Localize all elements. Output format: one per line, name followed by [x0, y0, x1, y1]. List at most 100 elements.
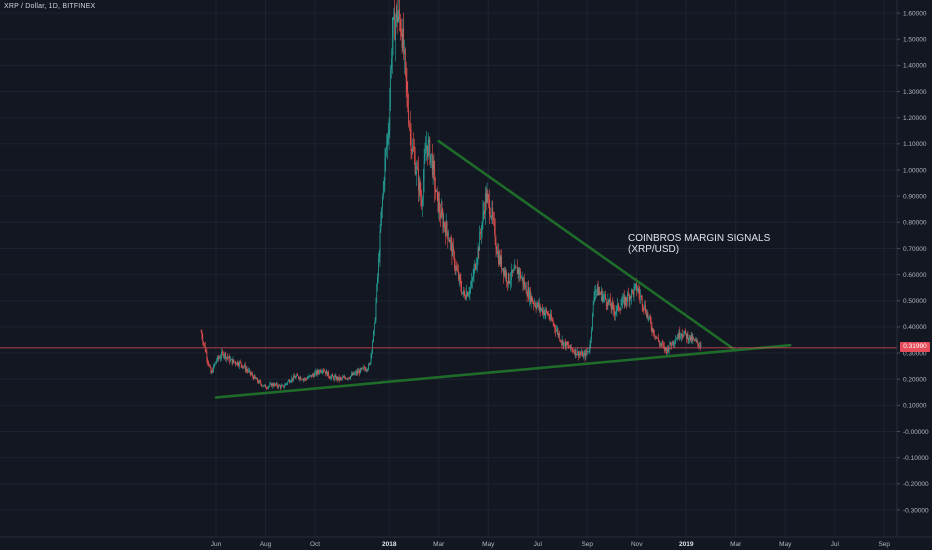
candle-body [354, 373, 356, 375]
candle-body [671, 344, 672, 346]
candle-body [449, 239, 451, 243]
candle-body [386, 146, 387, 151]
candle-body [485, 193, 486, 214]
candle-body [393, 11, 395, 18]
candle-body [216, 360, 218, 362]
y-tick-label: 1.50000 [903, 37, 927, 44]
y-axis-panel [897, 0, 932, 550]
candle-body [531, 296, 533, 302]
candle-body [217, 356, 219, 359]
candle-body [558, 334, 560, 336]
candle-body [422, 198, 423, 206]
candle-body [344, 376, 346, 378]
candle-body [651, 327, 653, 332]
candle-body [570, 344, 572, 349]
candle-body [645, 312, 647, 317]
candle-body [535, 306, 537, 309]
candle-body [524, 281, 525, 288]
candle-body [410, 129, 412, 151]
candle-body [480, 232, 482, 234]
candle-body [338, 376, 339, 380]
candle-body [477, 247, 479, 261]
candle-body [233, 359, 235, 362]
candle-body [403, 27, 405, 55]
candle-body [420, 193, 422, 200]
candle-body [542, 308, 543, 314]
candle-body [271, 383, 272, 387]
candle-body [334, 375, 336, 377]
candle-body [324, 371, 326, 374]
candle-body [451, 241, 453, 257]
candle-body [266, 388, 268, 389]
candle-body [375, 301, 377, 320]
y-tick-label: 0.30000 [903, 350, 927, 357]
candle-body [256, 378, 258, 380]
candle-body [440, 213, 441, 219]
candle-body [586, 351, 588, 353]
candle-body [602, 296, 604, 301]
candle-body [621, 303, 623, 306]
x-tick-label: Sep [581, 541, 593, 548]
candle-body [627, 293, 629, 296]
candle-body [548, 314, 550, 318]
candle-body [306, 378, 308, 380]
candle-body [297, 374, 298, 376]
candle-body [293, 375, 294, 380]
candle-body [501, 256, 503, 270]
candle-body [284, 384, 286, 386]
candle-body [333, 376, 334, 380]
candle-body [437, 191, 439, 212]
candle-body [297, 375, 299, 378]
candle-body [468, 293, 470, 295]
candle-body [201, 332, 203, 338]
candle-body [246, 369, 248, 371]
candle-body [507, 281, 508, 284]
candle-body [498, 255, 500, 264]
candle-body [530, 296, 532, 302]
candle-body [515, 266, 516, 268]
y-tick-label: 0.90000 [903, 193, 927, 200]
candle-body [534, 303, 536, 307]
candle-body [633, 287, 635, 296]
candle-body [686, 333, 688, 339]
candle-body [534, 303, 535, 305]
candle-body [237, 361, 239, 366]
candle-body [369, 362, 371, 365]
candle-body [469, 288, 471, 294]
candle-body [522, 277, 524, 285]
candle-body [275, 383, 277, 385]
candle-body [494, 225, 496, 243]
candle-body [672, 341, 673, 346]
candle-body [679, 331, 681, 338]
y-tick-label: 1.00000 [903, 167, 927, 174]
candle-body [536, 304, 538, 309]
candle-body [521, 277, 523, 279]
candle-body [326, 370, 328, 376]
candle-body [673, 342, 675, 344]
symbol-header: XRP / Dollar, 1D, BITFINEX [4, 3, 96, 10]
candle-body [313, 375, 315, 377]
candle-body [395, 20, 396, 41]
candle-body [632, 289, 633, 291]
candle-body [394, 11, 396, 41]
candle-body [454, 266, 456, 269]
candle-body [353, 372, 355, 375]
candle-body [392, 17, 394, 38]
candle-body [209, 365, 211, 368]
grid-layer [0, 0, 897, 537]
candle-body [231, 359, 233, 364]
candle-body [261, 384, 262, 386]
candle-body [546, 309, 547, 312]
candle-body [447, 231, 449, 240]
candle-body [287, 381, 289, 384]
candle-body [529, 289, 530, 300]
candle-body [259, 380, 261, 382]
candle-body [467, 294, 469, 297]
candle-body [581, 351, 583, 355]
candle-body [564, 341, 565, 343]
x-tick-label: Mar [433, 541, 445, 548]
candle-body [509, 282, 511, 284]
x-tick-label: 2019 [679, 541, 694, 548]
candle-body [523, 281, 525, 285]
